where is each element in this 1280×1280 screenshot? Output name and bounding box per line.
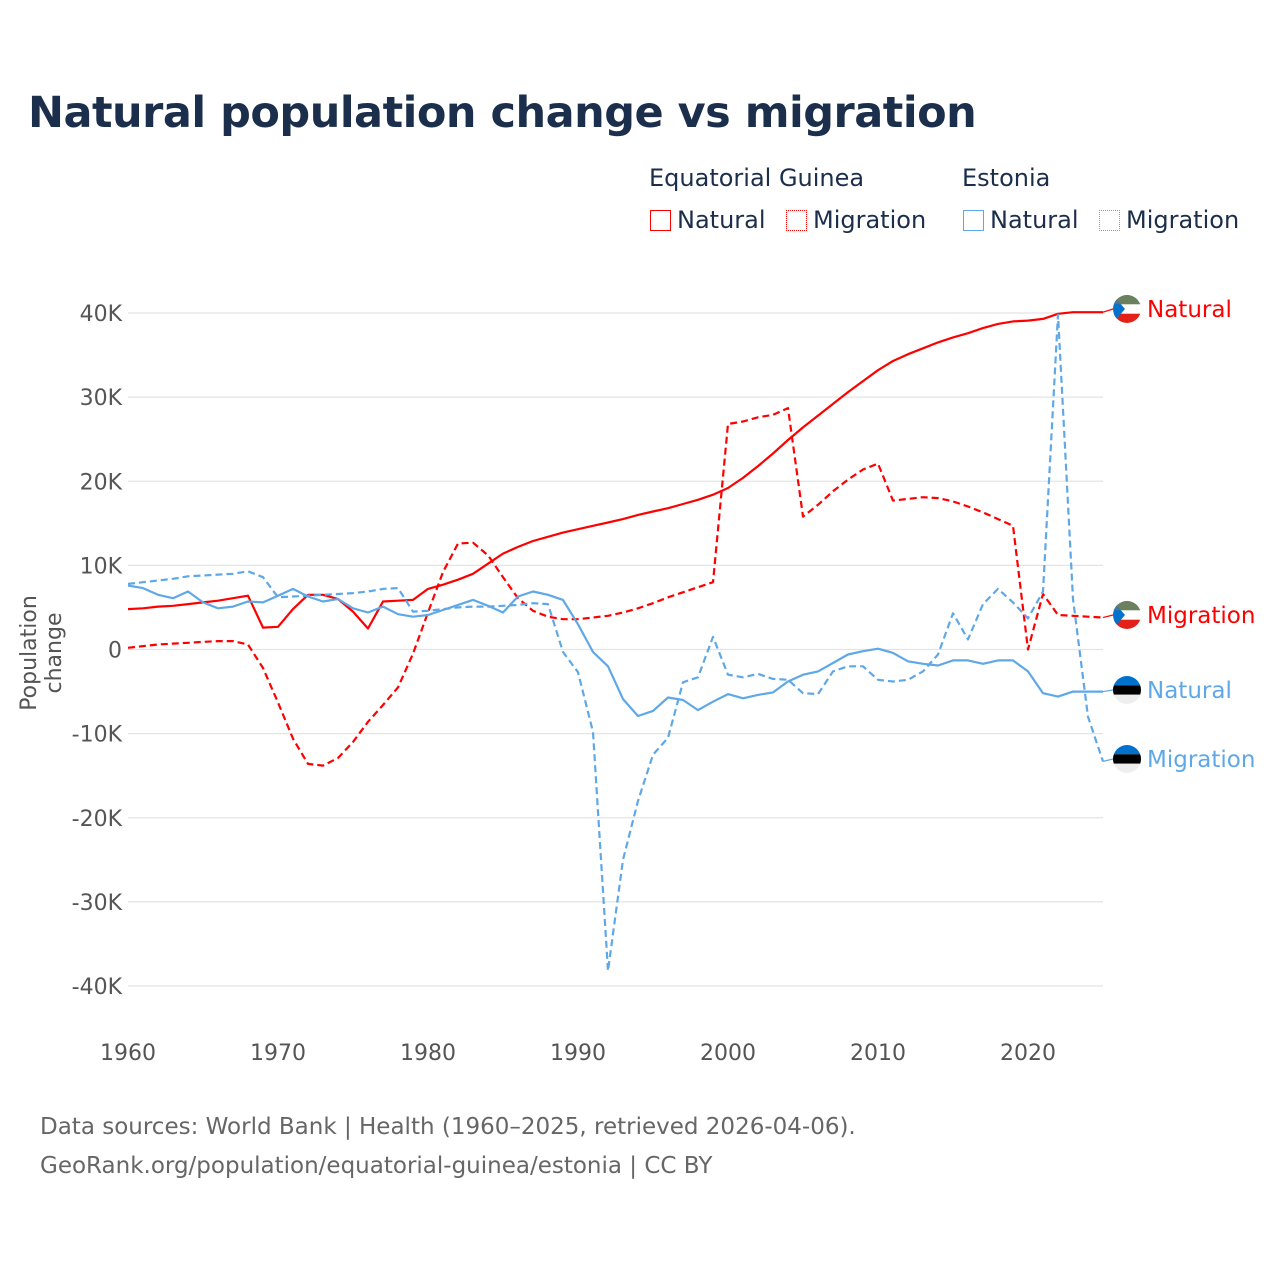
- source-note: Data sources: World Bank | Health (1960–…: [40, 1114, 856, 1140]
- legend-swatch-solid: [650, 209, 671, 231]
- legend-swatch-dotted: [1099, 209, 1120, 231]
- legend-item-eg-natural[interactable]: Natural: [650, 206, 766, 234]
- series-line-estonia-natural[interactable]: [127, 584, 1103, 718]
- legend-swatch-solid: [963, 209, 984, 231]
- end-label-leader: [1102, 308, 1114, 313]
- x-tick-label: 2010: [850, 1041, 906, 1066]
- x-tick-label: 2020: [1000, 1041, 1056, 1066]
- y-tick-label: -20K: [72, 807, 123, 832]
- legend-item-eg-migration[interactable]: Migration: [786, 206, 926, 234]
- legend-label: Natural: [990, 206, 1079, 234]
- source-link[interactable]: GeoRank.org/population/equatorial-guinea…: [40, 1153, 713, 1179]
- end-label-leader: [1102, 689, 1114, 693]
- y-tick-label: -40K: [72, 975, 123, 1000]
- x-tick-label: 1960: [100, 1041, 156, 1066]
- legend-item-ee-migration[interactable]: Migration: [1099, 206, 1239, 234]
- legend-swatch-dotted: [786, 209, 807, 231]
- flag-estonia-icon: [1113, 745, 1141, 773]
- y-tick-label: 40K: [80, 302, 123, 327]
- y-tick-label: 30K: [80, 386, 123, 411]
- x-tick-label: 2000: [700, 1041, 756, 1066]
- series-end-label: Migration: [1147, 747, 1255, 773]
- end-label-leader: [1102, 758, 1114, 762]
- legend-label: Migration: [813, 206, 927, 234]
- x-tick-label: 1990: [550, 1041, 606, 1066]
- series-end-label: Natural: [1147, 678, 1232, 704]
- end-label-leader: [1102, 614, 1114, 619]
- x-tick-label: 1980: [400, 1041, 456, 1066]
- chart-title: Natural population change vs migration: [28, 88, 977, 138]
- x-tick-label: 1970: [250, 1041, 306, 1066]
- legend-label: Natural: [677, 206, 766, 234]
- series-line-equatorial-guinea-migration[interactable]: [127, 407, 1104, 767]
- footer: Data sources: World Bank | Health (1960–…: [40, 1108, 856, 1186]
- y-tick-label: -10K: [72, 723, 123, 748]
- flag-estonia-icon: [1113, 676, 1141, 704]
- legend-item-ee-natural[interactable]: Natural: [963, 206, 1079, 234]
- series-end-label: Migration: [1147, 603, 1255, 629]
- series-line-estonia-migration[interactable]: [127, 313, 1105, 972]
- flag-equatorial-guinea-icon: [1113, 295, 1141, 323]
- legend-group-equatorial-guinea: Equatorial Guinea: [649, 164, 865, 192]
- y-tick-label: -30K: [72, 891, 123, 916]
- series-line-equatorial-guinea-natural[interactable]: [127, 311, 1103, 630]
- y-tick-label: 10K: [80, 554, 123, 579]
- y-tick-label: 20K: [80, 470, 123, 495]
- flag-equatorial-guinea-icon: [1113, 601, 1141, 629]
- legend-group-estonia: Estonia: [962, 164, 1051, 192]
- series-end-label: Natural: [1147, 297, 1232, 323]
- y-tick-label: 0: [108, 639, 122, 664]
- legend-label: Migration: [1126, 206, 1240, 234]
